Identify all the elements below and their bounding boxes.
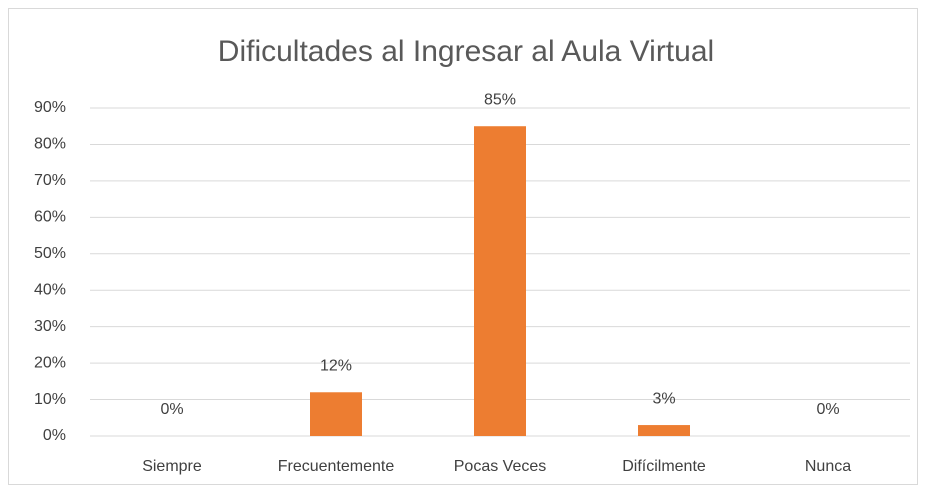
x-tick-label: Pocas Veces — [454, 458, 547, 475]
y-tick-label: 20% — [34, 354, 66, 371]
y-tick-label: 0% — [43, 427, 66, 444]
x-tick-label: Frecuentemente — [278, 458, 395, 475]
y-tick-label: 80% — [34, 136, 66, 153]
bar — [310, 392, 362, 436]
chart-title: Dificultades al Ingresar al Aula Virtual — [218, 35, 714, 68]
y-tick-label: 60% — [34, 209, 66, 226]
y-tick-label: 40% — [34, 281, 66, 298]
x-tick-label: Siempre — [142, 458, 202, 475]
data-label: 0% — [816, 401, 839, 418]
data-label: 0% — [160, 401, 183, 418]
y-tick-label: 70% — [34, 172, 66, 189]
bar — [638, 425, 690, 436]
chart-border — [8, 8, 918, 485]
data-label: 3% — [652, 390, 675, 407]
y-tick-label: 90% — [34, 99, 66, 116]
y-tick-label: 30% — [34, 318, 66, 335]
y-tick-label: 50% — [34, 245, 66, 262]
data-label: 12% — [320, 357, 352, 374]
y-tick-label: 10% — [34, 391, 66, 408]
bar — [474, 126, 526, 436]
x-tick-label: Nunca — [805, 458, 851, 475]
x-tick-label: Difícilmente — [622, 458, 706, 475]
data-label: 85% — [484, 91, 516, 108]
